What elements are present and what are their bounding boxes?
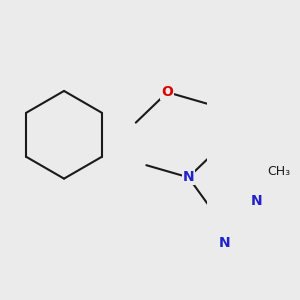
Text: N: N	[183, 170, 194, 184]
Text: CH₃: CH₃	[268, 165, 291, 178]
Text: N: N	[251, 194, 263, 208]
Text: N: N	[219, 236, 230, 250]
Text: O: O	[161, 85, 173, 99]
